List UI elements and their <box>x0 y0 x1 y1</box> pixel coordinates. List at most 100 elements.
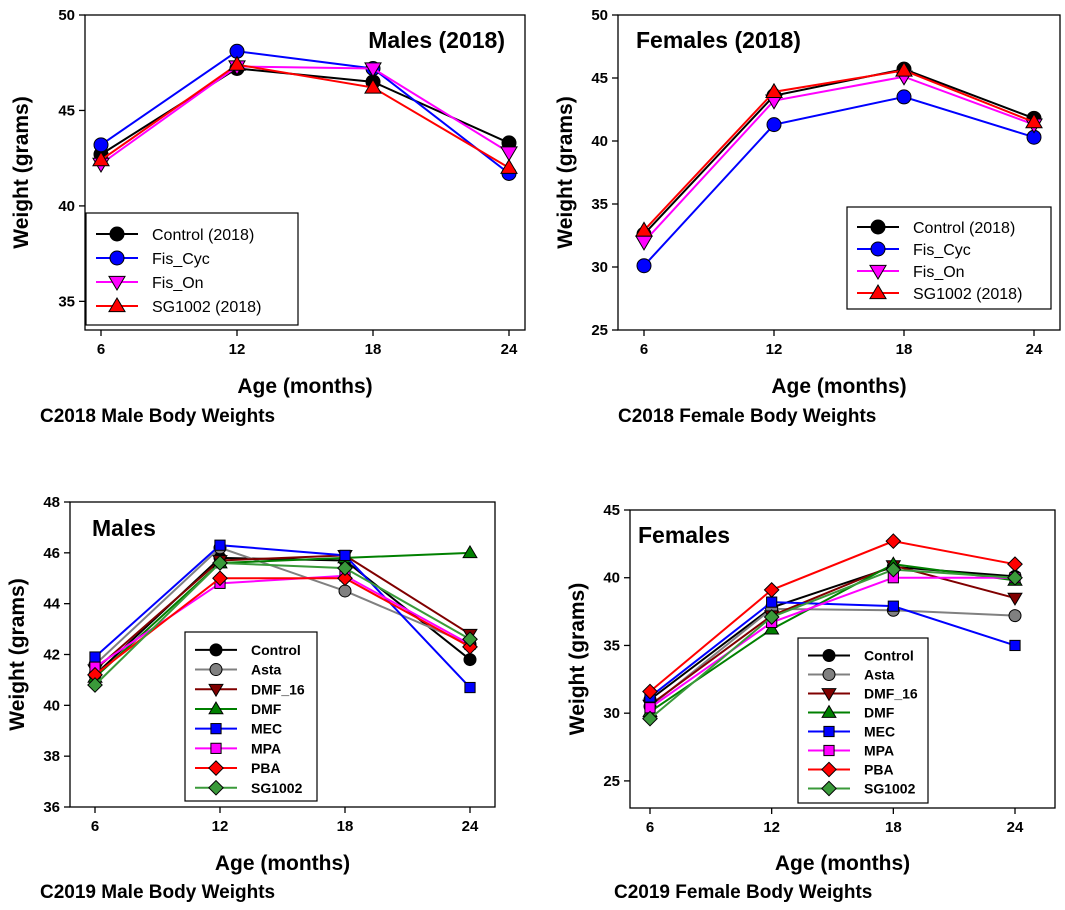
chart-title: Females <box>638 522 730 548</box>
series-line <box>643 69 1035 232</box>
legend-marker <box>870 219 886 235</box>
legend-label: DMF_16 <box>864 686 918 702</box>
legend-label: PBA <box>251 760 281 776</box>
legend-entry: Fis_On <box>857 264 965 281</box>
series-line <box>100 65 510 165</box>
legend-marker <box>208 701 224 715</box>
x-tick-label: 18 <box>337 818 354 835</box>
legend-entry: MEC <box>808 724 895 740</box>
data-point <box>636 258 652 274</box>
y-tick-label: 38 <box>43 748 60 765</box>
data-point <box>1008 609 1022 623</box>
series-line <box>100 63 510 169</box>
legend-marker <box>208 779 224 796</box>
data-point <box>1025 113 1043 129</box>
series-SG1002 (2018) <box>92 55 518 174</box>
y-tick-label: 35 <box>591 196 608 213</box>
legend-marker <box>821 780 837 797</box>
y-tick-label: 25 <box>603 773 620 790</box>
legend-marker <box>823 725 835 738</box>
series-line <box>649 568 1016 720</box>
chart-caption: C2018 Female Body Weights <box>618 406 876 427</box>
series-SG1002 <box>87 555 478 693</box>
legend-marker <box>208 683 224 698</box>
series-line <box>100 67 510 156</box>
y-tick-label: 30 <box>591 259 608 276</box>
legend-entry: MPA <box>195 740 281 756</box>
data-point <box>642 683 658 700</box>
plot-frame <box>617 14 1061 331</box>
series-line <box>643 95 1035 267</box>
legend-label: MEC <box>251 721 282 737</box>
legend-entry: DMF <box>808 705 895 721</box>
legend-entry: MEC <box>195 721 282 737</box>
series-line <box>649 563 1016 713</box>
legend-label: DMF <box>864 705 895 721</box>
y-tick-label: 35 <box>603 637 620 654</box>
y-tick-label: 40 <box>591 133 608 150</box>
series-line <box>94 561 471 686</box>
legend-label: Control (2018) <box>913 220 1015 237</box>
data-point <box>93 137 109 153</box>
data-point <box>1007 569 1023 586</box>
chart-panel-2: 25 30 35 40 45 50 6 12 18 24 Age (months) Weight (g… <box>554 7 1061 398</box>
x-tick-label: 18 <box>885 819 902 836</box>
chart-caption: C2019 Male Body Weights <box>40 882 275 903</box>
chart-title: Males <box>92 515 156 541</box>
data-point <box>212 570 228 587</box>
y-axis-label: Weight (grams) <box>566 583 589 735</box>
y-tick-label: 45 <box>591 70 608 87</box>
data-point <box>462 631 478 648</box>
legend-entry: Control <box>195 642 301 658</box>
x-tick-label: 24 <box>501 341 518 358</box>
data-point <box>337 560 353 576</box>
legend-label: PBA <box>864 762 894 778</box>
data-point <box>364 62 382 78</box>
y-axis-label: Weight (grams) <box>6 578 29 730</box>
data-point <box>462 544 478 559</box>
y-tick-label: 25 <box>591 322 608 339</box>
data-point <box>500 158 518 174</box>
series-Fis_On <box>92 60 518 173</box>
x-tick-label: 18 <box>365 341 382 358</box>
data-point <box>338 584 352 598</box>
legend-marker <box>208 760 224 776</box>
legend-marker <box>821 761 837 778</box>
series-line <box>94 544 471 689</box>
legend: Control Asta DMF_16 DMF MEC MPA PBA SG1002 <box>797 637 929 804</box>
legend-label: Control <box>251 642 301 658</box>
legend-marker <box>108 296 126 313</box>
y-tick-label: 46 <box>43 545 60 562</box>
legend-entry: Asta <box>195 662 282 678</box>
y-tick-label: 50 <box>58 7 75 24</box>
x-tick-label: 18 <box>896 341 913 358</box>
data-point <box>364 78 382 94</box>
data-point <box>89 651 101 663</box>
y-tick-label: 30 <box>603 705 620 722</box>
data-point <box>228 55 246 71</box>
legend-label: Fis_On <box>913 264 965 281</box>
series-line <box>94 546 471 666</box>
legend-label: SG1002 (2018) <box>152 299 261 316</box>
legend-entry: DMF <box>195 701 282 717</box>
legend-marker <box>209 643 223 657</box>
data-point <box>87 677 103 693</box>
x-tick-label: 24 <box>1007 819 1024 836</box>
legend-entry: PBA <box>195 760 281 776</box>
legend-label: Control <box>864 648 914 664</box>
plot-frame <box>84 14 526 331</box>
legend: Control Asta DMF_16 DMF MEC MPA PBA SG1002 <box>184 631 318 802</box>
data-point <box>463 653 477 667</box>
x-axis-label: Age (months) <box>237 375 372 398</box>
series-line <box>100 50 510 175</box>
legend-marker <box>822 668 836 681</box>
legend-label: DMF_16 <box>251 681 305 697</box>
legend-marker <box>869 264 887 281</box>
series-SG1002 <box>642 561 1023 727</box>
legend-label: DMF <box>251 701 282 717</box>
y-tick-label: 44 <box>43 596 60 613</box>
data-point <box>763 621 780 635</box>
y-tick-label: 40 <box>603 570 620 587</box>
data-point <box>339 549 351 561</box>
x-tick-label: 6 <box>640 341 648 358</box>
